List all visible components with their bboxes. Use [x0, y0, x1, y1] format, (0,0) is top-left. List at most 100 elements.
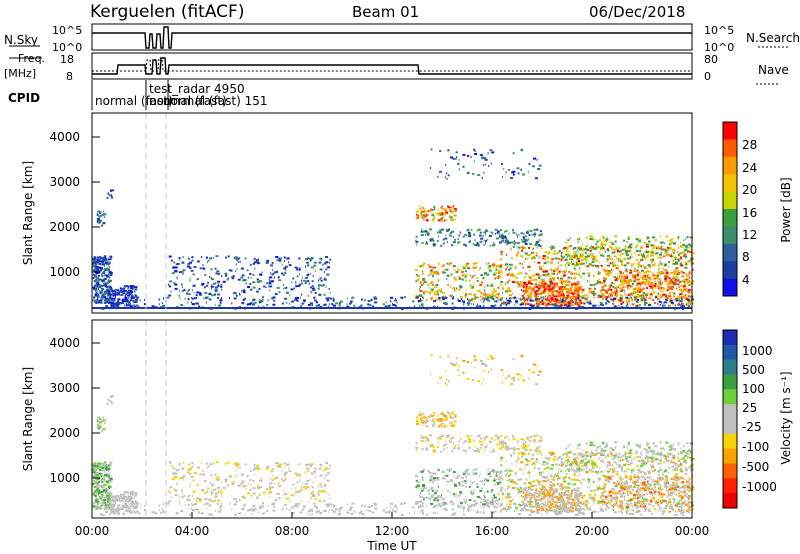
power-cell	[323, 278, 327, 281]
power-cell	[392, 304, 396, 307]
power-cell	[390, 296, 393, 299]
velocity-cell	[247, 492, 251, 494]
power-cell	[268, 280, 271, 283]
power-cell	[496, 276, 499, 278]
power-cell	[328, 261, 330, 264]
velocity-cell	[433, 422, 435, 425]
power-cell	[436, 298, 439, 301]
power-cell	[517, 172, 520, 175]
power-cell	[640, 282, 642, 284]
power-cell	[97, 259, 101, 262]
power-cell	[426, 231, 429, 234]
velocity-cell	[472, 473, 476, 475]
power-cell	[112, 305, 116, 308]
power-cell	[513, 304, 515, 307]
power-cell	[185, 292, 188, 295]
velocity-cell	[92, 468, 95, 471]
power-cell	[433, 293, 436, 296]
power-cell	[653, 276, 655, 279]
power-cell	[498, 241, 502, 244]
velocity-cell	[422, 496, 426, 499]
velocity-cell	[483, 450, 485, 453]
power-cell	[572, 293, 574, 295]
velocity-cell	[451, 480, 452, 483]
power-cell	[667, 304, 669, 307]
power-cell	[679, 293, 683, 296]
power-cell	[247, 286, 251, 288]
velocity-cell	[444, 425, 445, 428]
power-cell	[546, 294, 548, 297]
power-cell	[670, 255, 673, 258]
power-cell	[165, 300, 167, 303]
velocity-cell	[298, 473, 301, 476]
power-cell	[628, 303, 630, 306]
power-cell	[535, 252, 538, 255]
velocity-cell	[491, 469, 494, 472]
power-cell	[500, 283, 503, 286]
power-cell	[428, 286, 430, 289]
velocity-cell	[533, 434, 537, 437]
power-cell	[625, 301, 629, 304]
power-cell	[534, 294, 538, 297]
velocity-cell	[468, 485, 471, 488]
power-cell	[480, 274, 484, 277]
power-cell	[477, 174, 481, 177]
power-cell	[538, 239, 541, 242]
power-cell	[445, 234, 447, 237]
power-cell	[555, 284, 559, 287]
power-cell	[671, 285, 674, 288]
power-cell	[104, 267, 108, 270]
power-cell	[617, 277, 619, 280]
velocity-cell	[495, 472, 497, 475]
power-cell	[488, 262, 490, 265]
power-cell	[442, 216, 444, 219]
velocity-cell	[134, 496, 136, 499]
velocity-cell	[288, 467, 290, 470]
power-cell	[244, 297, 247, 300]
power-cell	[430, 288, 434, 291]
velocity-cell	[104, 490, 107, 493]
velocity-cell	[431, 504, 433, 507]
power-cell	[614, 240, 617, 243]
velocity-cell	[441, 494, 443, 497]
velocity-cell	[499, 470, 503, 473]
power-cell	[689, 236, 693, 239]
power-cell	[616, 250, 620, 253]
power-cell	[639, 294, 643, 297]
power-cell	[688, 305, 690, 308]
velocity-cell	[498, 476, 501, 478]
velocity-cell	[421, 448, 424, 450]
power-cell	[549, 283, 551, 286]
velocity-cell	[327, 472, 331, 475]
power-cell	[495, 296, 499, 299]
velocity-cell	[92, 467, 95, 470]
power-cell	[98, 274, 100, 277]
power-cell	[593, 247, 597, 250]
power-cell	[436, 272, 440, 275]
power-cell	[607, 294, 609, 297]
power-cell	[420, 264, 424, 267]
velocity-cell	[472, 468, 476, 471]
velocity-cell	[275, 462, 279, 464]
velocity-cell	[485, 437, 487, 440]
velocity-cell	[440, 496, 443, 499]
velocity-cell	[441, 471, 445, 474]
nsky-strip: N.Sky 10^5 10^0 10^5 10^0 N.Search	[4, 23, 800, 54]
power-cell	[99, 260, 103, 263]
velocity-cell	[428, 497, 431, 500]
power-cell	[439, 170, 442, 173]
velocity-cell	[446, 480, 450, 483]
velocity-cell	[483, 494, 485, 497]
power-cell	[678, 286, 680, 289]
velocity-cell	[484, 369, 486, 372]
power-cell	[522, 298, 524, 301]
power-cell	[613, 290, 616, 293]
power-cell	[539, 281, 542, 284]
power-cell	[579, 285, 583, 288]
power-cell	[233, 257, 235, 260]
power-cell	[473, 293, 477, 296]
power-cell	[677, 258, 680, 261]
power-cell	[574, 296, 578, 299]
velocity-cell	[512, 379, 515, 382]
power-cell	[541, 286, 544, 289]
